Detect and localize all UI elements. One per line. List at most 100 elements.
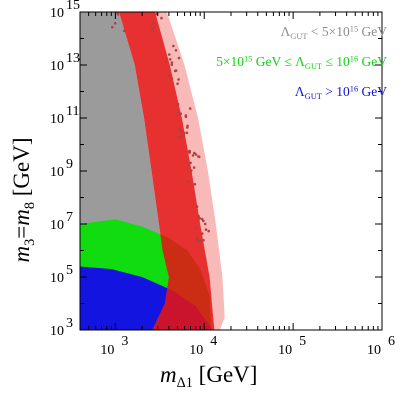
edge-speckle: [112, 1, 115, 4]
x-axis-label: mΔ1 [GeV]: [160, 362, 257, 392]
legend-blue-sub: GUT: [304, 91, 322, 101]
legend-grey-mid: < 5×10: [307, 24, 350, 39]
edge-speckle: [165, 60, 168, 63]
edge-speckle: [189, 161, 192, 165]
edge-speckle: [195, 226, 198, 230]
legend-grey-post: GeV: [358, 24, 388, 39]
y-tick-exponent: 3: [66, 316, 73, 331]
edge-speckle: [177, 78, 180, 81]
y-tick-exponent: 7: [66, 210, 73, 225]
x-tick-exponent: 5: [299, 334, 306, 349]
edge-speckle: [168, 58, 172, 61]
y-label-sub8: 8: [21, 202, 38, 210]
edge-speckle: [153, 26, 156, 29]
edge-speckle: [184, 115, 188, 119]
legend-blue-pre: Λ: [294, 84, 305, 99]
region-pink: [155, 12, 225, 330]
edge-speckle: [204, 228, 208, 231]
edge-speckle: [193, 182, 197, 186]
edge-speckle: [116, 13, 120, 16]
edge-speckle: [112, 9, 115, 12]
y-tick-label: 10: [50, 324, 64, 339]
edge-speckle: [177, 56, 181, 60]
edge-speckle: [111, 25, 114, 29]
edge-speckle: [193, 151, 196, 155]
x-label-m: m: [160, 362, 177, 387]
legend-blue-mid: > 10: [321, 84, 350, 99]
x-tick-label: 10: [278, 343, 292, 358]
edge-speckle: [192, 166, 196, 169]
y-tick-exponent: 11: [66, 104, 79, 119]
legend-green-sup2: 16: [349, 54, 359, 64]
edge-speckle: [123, 29, 126, 33]
edge-speckle: [180, 135, 183, 138]
edge-speckle: [200, 217, 204, 221]
edge-speckle: [207, 229, 210, 233]
y-label-unit: [GeV]: [9, 137, 35, 197]
edge-speckle: [168, 74, 171, 77]
y-label-equals: =: [9, 225, 35, 239]
edge-speckle: [118, 7, 121, 10]
edge-speckle: [198, 217, 201, 220]
legend-green-mid: GeV ≤ Λ: [252, 54, 305, 69]
edge-speckle: [117, 0, 120, 3]
edge-speckle: [188, 149, 191, 153]
edge-speckle: [157, 4, 160, 7]
edge-speckle: [170, 61, 174, 64]
y-label-sub3: 3: [21, 238, 38, 246]
edge-speckle: [113, 22, 117, 25]
edge-speckle: [191, 154, 195, 157]
y-tick-label: 10: [50, 271, 64, 286]
edge-speckle: [186, 124, 189, 128]
legend-green-pre: 5×10: [216, 54, 244, 69]
edge-speckle: [156, 0, 159, 3]
edge-speckle: [158, 7, 161, 10]
edge-speckle: [188, 107, 192, 110]
edge-speckle: [190, 169, 193, 172]
edge-speckle: [177, 136, 181, 139]
legend-entry-green: 5×1015 GeV ≤ ΛGUT ≤ 1016 GeV: [216, 54, 387, 71]
legend-blue-post: GeV: [358, 84, 388, 99]
x-tick-label: 10: [189, 343, 203, 358]
x-label-sub: Δ1: [176, 374, 193, 391]
y-tick-exponent: 5: [66, 263, 73, 278]
legend-green-mid2: ≤ 10: [322, 54, 350, 69]
edge-speckle: [182, 131, 186, 135]
legend-green-post: GeV: [358, 54, 388, 69]
edge-speckle: [172, 44, 175, 48]
edge-speckle: [203, 222, 207, 226]
edge-speckle: [176, 102, 180, 106]
edge-speckle: [197, 155, 200, 158]
x-tick-label: 10: [100, 343, 114, 358]
y-tick-exponent: 13: [66, 51, 80, 66]
edge-speckle: [123, 0, 126, 1]
edge-speckle: [151, 21, 155, 25]
y-tick-exponent: 9: [66, 157, 73, 172]
x-tick-label: 10: [367, 343, 381, 358]
edge-speckle: [174, 69, 178, 72]
legend-grey-pre: Λ: [280, 24, 291, 39]
x-tick-exponent: 6: [388, 334, 395, 349]
edge-speckle: [196, 238, 199, 242]
edge-speckle: [152, 30, 155, 33]
regions-layer: [80, 0, 225, 330]
edge-speckle: [179, 129, 183, 133]
edge-speckle: [187, 163, 190, 167]
edge-speckle: [176, 82, 179, 85]
y-axis-label-container: m3=m8 [GeV]: [4, 110, 44, 290]
edge-speckle: [194, 153, 198, 156]
edge-speckle: [199, 239, 202, 243]
y-tick-label: 10: [50, 112, 64, 127]
legend-entry-grey: ΛGUT < 5×1015 GeV: [281, 24, 387, 41]
edge-speckle: [176, 111, 180, 114]
x-label-unit: [GeV]: [198, 362, 258, 387]
edge-speckle: [201, 232, 204, 235]
legend-grey-sup: 15: [349, 24, 359, 34]
edge-speckle: [179, 112, 182, 115]
y-tick-exponent: 15: [66, 0, 80, 13]
edge-speckle: [202, 238, 205, 242]
x-tick-exponent: 4: [210, 334, 217, 349]
edge-speckle: [186, 180, 189, 183]
edge-speckle: [197, 214, 200, 218]
